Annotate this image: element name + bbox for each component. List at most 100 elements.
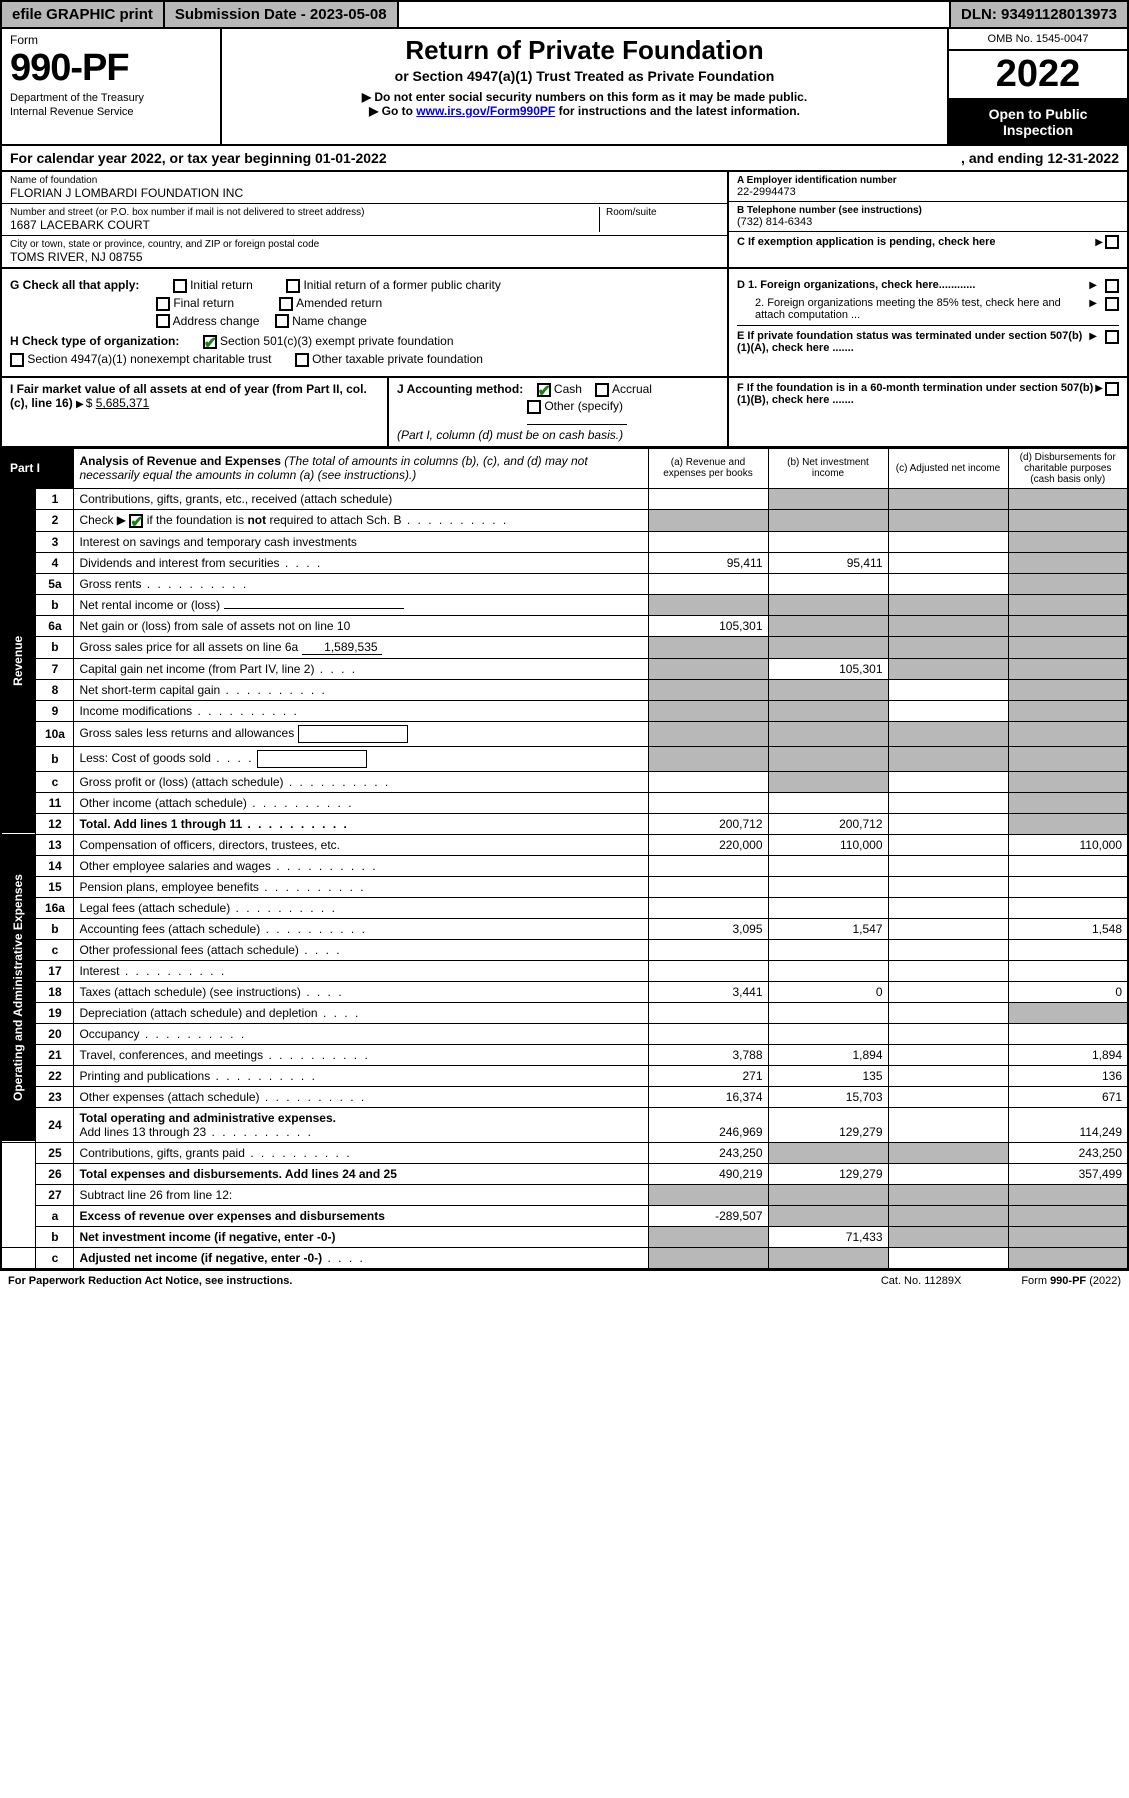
g-h-section: G Check all that apply: Initial return I…: [0, 269, 1129, 378]
row-10a: 10aGross sales less returns and allowanc…: [1, 721, 1128, 746]
irs: Internal Revenue Service: [10, 106, 212, 118]
g-row: G Check all that apply: Initial return I…: [10, 278, 719, 293]
foundation-name: FLORIAN J LOMBARDI FOUNDATION INC: [10, 186, 719, 200]
footer-right: Form 990-PF (2022): [1021, 1275, 1121, 1287]
city: TOMS RIVER, NJ 08755: [10, 250, 719, 264]
h-4947: Section 4947(a)(1) nonexempt charitable …: [27, 352, 271, 366]
topbar-spacer: [399, 2, 951, 27]
h-4947-checkbox[interactable]: [10, 353, 24, 367]
j-other-line[interactable]: [527, 424, 627, 425]
row-26: 26Total expenses and disbursements. Add …: [1, 1163, 1128, 1184]
row-16b: bAccounting fees (attach schedule)3,0951…: [1, 918, 1128, 939]
col-c-head: (c) Adjusted net income: [888, 448, 1008, 488]
g-former-checkbox[interactable]: [286, 279, 300, 293]
row-13: Operating and Administrative Expenses 13…: [1, 834, 1128, 855]
col-b-head: (b) Net investment income: [768, 448, 888, 488]
dln: DLN: 93491128013973: [951, 2, 1127, 27]
efile-button[interactable]: efile GRAPHIC print: [2, 2, 165, 27]
row-14: 14Other employee salaries and wages: [1, 855, 1128, 876]
part1-table: Part I Analysis of Revenue and Expenses …: [0, 448, 1129, 1270]
row-27b: bNet investment income (if negative, ent…: [1, 1226, 1128, 1247]
row-1: Revenue 1Contributions, gifts, grants, e…: [1, 488, 1128, 509]
part1-badge: Part I: [1, 448, 74, 488]
form-number: 990-PF: [10, 47, 212, 90]
street: 1687 LACEBARK COURT: [10, 218, 599, 232]
c-checkbox[interactable]: [1105, 235, 1119, 249]
row-19: 19Depreciation (attach schedule) and dep…: [1, 1002, 1128, 1023]
h-other-checkbox[interactable]: [295, 353, 309, 367]
arrow-icon: [1089, 330, 1099, 354]
d2-checkbox[interactable]: [1105, 297, 1119, 311]
revenue-label: Revenue: [1, 488, 36, 834]
d2-row: 2. Foreign organizations meeting the 85%…: [737, 297, 1119, 321]
g-final: Final return: [173, 296, 234, 310]
j-cash-checkbox[interactable]: [537, 383, 551, 397]
5b-line[interactable]: [224, 608, 404, 609]
city-cell: City or town, state or province, country…: [2, 236, 727, 267]
g-h-left: G Check all that apply: Initial return I…: [2, 269, 727, 376]
f-checkbox[interactable]: [1105, 382, 1119, 396]
g-address: Address change: [173, 314, 260, 328]
open-public: Open to Public Inspection: [949, 100, 1127, 144]
g-final-checkbox[interactable]: [156, 297, 170, 311]
h-501c3-checkbox[interactable]: [203, 335, 217, 349]
row-3: 3Interest on savings and temporary cash …: [1, 531, 1128, 552]
e-checkbox[interactable]: [1105, 330, 1119, 344]
form-link[interactable]: www.irs.gov/Form990PF: [416, 104, 555, 118]
name-cell: Name of foundation FLORIAN J LOMBARDI FO…: [2, 172, 727, 204]
row-11: 11Other income (attach schedule): [1, 792, 1128, 813]
h-row-2: Section 4947(a)(1) nonexempt charitable …: [10, 352, 719, 367]
arrow-icon: [1089, 279, 1099, 293]
part1-header-row: Part I Analysis of Revenue and Expenses …: [1, 448, 1128, 488]
g-amended-checkbox[interactable]: [279, 297, 293, 311]
row-20: 20Occupancy: [1, 1023, 1128, 1044]
g-former: Initial return of a former public charit…: [303, 278, 500, 292]
col-d-head: (d) Disbursements for charitable purpose…: [1008, 448, 1128, 488]
note-1: ▶ Do not enter social security numbers o…: [232, 90, 937, 104]
phone-cell: B Telephone number (see instructions) (7…: [729, 202, 1127, 232]
c-label: C If exemption application is pending, c…: [737, 236, 1095, 248]
g-initial-checkbox[interactable]: [173, 279, 187, 293]
j-other: Other (specify): [544, 399, 623, 413]
i-j-f-row: I Fair market value of all assets at end…: [0, 378, 1129, 448]
row-10b: bLess: Cost of goods sold: [1, 746, 1128, 771]
col-a-head: (a) Revenue and expenses per books: [648, 448, 768, 488]
e-row: E If private foundation status was termi…: [737, 325, 1119, 354]
row-12: 12Total. Add lines 1 through 11200,71220…: [1, 813, 1128, 834]
row-16a: 16aLegal fees (attach schedule): [1, 897, 1128, 918]
d1-checkbox[interactable]: [1105, 279, 1119, 293]
6b-value: 1,589,535: [302, 640, 382, 655]
tax-year: 2022: [949, 51, 1127, 100]
row-22: 22Printing and publications271135136: [1, 1065, 1128, 1086]
form-label: Form: [10, 33, 212, 47]
header-left: Form 990-PF Department of the Treasury I…: [2, 29, 222, 144]
row-5a: 5aGross rents: [1, 573, 1128, 594]
arrow-icon: [1089, 297, 1099, 321]
g-name-checkbox[interactable]: [275, 314, 289, 328]
g-address-checkbox[interactable]: [156, 314, 170, 328]
info-row: Name of foundation FLORIAN J LOMBARDI FO…: [0, 172, 1129, 269]
j-accrual-checkbox[interactable]: [595, 383, 609, 397]
row-15: 15Pension plans, employee benefits: [1, 876, 1128, 897]
row-23: 23Other expenses (attach schedule)16,374…: [1, 1086, 1128, 1107]
10b-box[interactable]: [257, 750, 367, 768]
row-5b: bNet rental income or (loss): [1, 594, 1128, 615]
schb-checkbox[interactable]: [129, 514, 143, 528]
row-6a: 6aNet gain or (loss) from sale of assets…: [1, 615, 1128, 636]
fmv-value: 5,685,371: [96, 396, 149, 410]
d-e-right: D 1. Foreign organizations, check here..…: [727, 269, 1127, 376]
row-18: 18Taxes (attach schedule) (see instructi…: [1, 981, 1128, 1002]
row-8: 8Net short-term capital gain: [1, 679, 1128, 700]
f-cell: F If the foundation is in a 60-month ter…: [727, 378, 1127, 446]
h-label: H Check type of organization:: [10, 334, 179, 348]
g-label: G Check all that apply:: [10, 278, 139, 292]
street-cell: Number and street (or P.O. box number if…: [2, 204, 727, 236]
10a-box[interactable]: [298, 725, 408, 743]
calendar-year-row: For calendar year 2022, or tax year begi…: [0, 146, 1129, 172]
phone: (732) 814-6343: [737, 216, 1119, 228]
calyear-left: For calendar year 2022, or tax year begi…: [10, 150, 387, 166]
row-7: 7Capital gain net income (from Part IV, …: [1, 658, 1128, 679]
j-other-checkbox[interactable]: [527, 400, 541, 414]
j-label: J Accounting method:: [397, 382, 523, 396]
g-row-3: Address change Name change: [156, 314, 719, 329]
